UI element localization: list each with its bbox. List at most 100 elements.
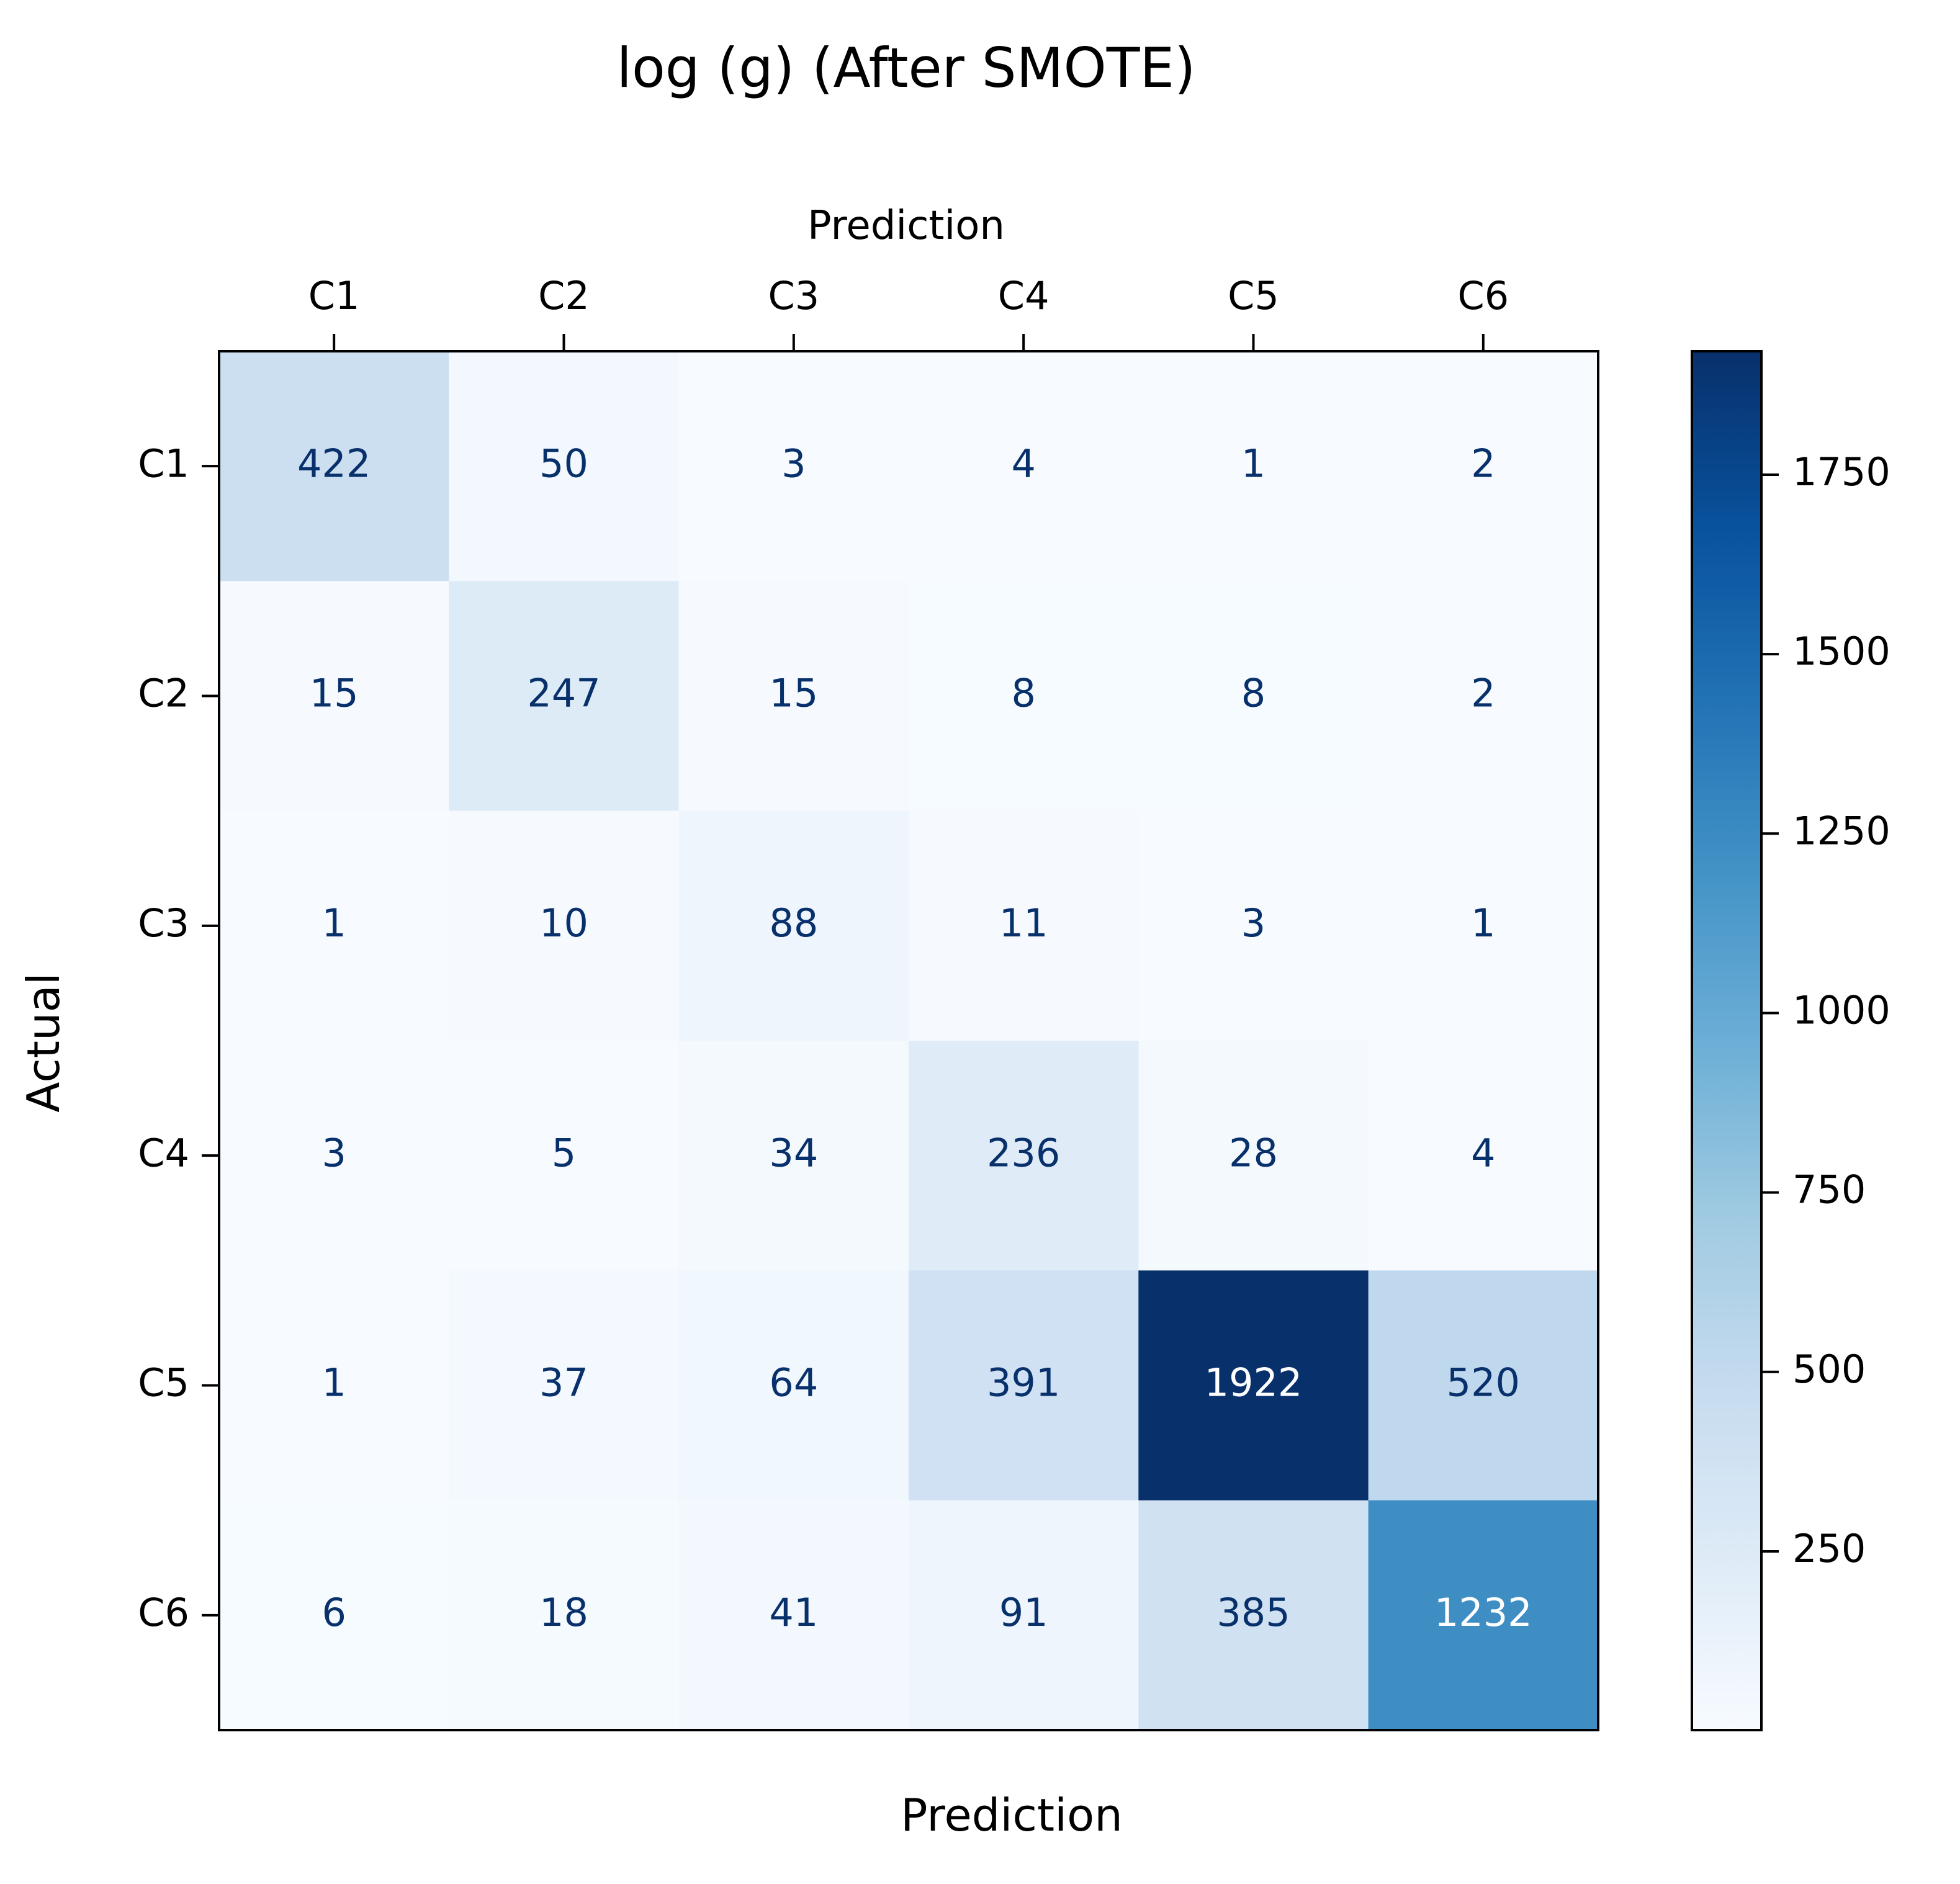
cell-value-c3-c3: 88 (769, 900, 818, 946)
cell-value-c3-c4: 11 (999, 900, 1048, 946)
x-axis-label-top: Prediction (807, 203, 1005, 249)
heatmap-cell-c5-c3 (678, 1270, 909, 1501)
cell-value-c6-c2: 18 (539, 1590, 588, 1635)
cell-value-c5-c3: 64 (769, 1360, 818, 1406)
heatmap-cell-c3-c1 (219, 810, 449, 1041)
heatmap-cell-c2-c3 (678, 581, 909, 812)
cell-value-c4-c4: 236 (987, 1130, 1060, 1175)
cell-value-c2-c2: 247 (527, 671, 600, 716)
chart-title: log (g) (After SMOTE) (617, 36, 1196, 100)
cell-value-c4-c1: 3 (321, 1130, 346, 1175)
heatmap-cell-c1-c2 (449, 351, 680, 581)
cell-value-c2-c1: 15 (310, 671, 359, 716)
cell-value-c6-c1: 6 (321, 1590, 346, 1635)
colorbar-tick-label-1750: 1750 (1792, 449, 1890, 495)
y-axis-label: Actual (17, 972, 70, 1113)
y-tick-label-c5: C5 (138, 1360, 189, 1406)
heatmap-cell-c4-c3 (678, 1041, 909, 1271)
cell-value-c3-c5: 3 (1241, 900, 1265, 946)
cell-value-c4-c3: 34 (769, 1130, 818, 1175)
colorbar-tick-label-1250: 1250 (1792, 808, 1890, 853)
heatmap-cell-c6-c4 (909, 1500, 1139, 1731)
plot-frame (218, 350, 1599, 1731)
cell-value-c2-c5: 8 (1241, 671, 1265, 716)
cell-value-c2-c3: 15 (769, 671, 818, 716)
heatmap-cell-c3-c2 (449, 810, 680, 1041)
heatmap-cell-c5-c1 (219, 1270, 449, 1501)
colorbar-ticks: 250 500 750 1000 1250 1500 1750 (1761, 449, 1890, 1571)
x-tick-label-c3: C3 (768, 273, 819, 318)
cell-value-c5-c6: 520 (1447, 1360, 1520, 1406)
y-tick-label-c3: C3 (138, 900, 189, 946)
cell-value-c1-c5: 1 (1241, 441, 1265, 486)
heatmap-cell-c6-c3 (678, 1500, 909, 1731)
heatmap-cell-c1-c5 (1138, 351, 1369, 581)
colorbar-tick-label-750: 750 (1792, 1167, 1866, 1213)
colorbar-tick-label-1000: 1000 (1792, 988, 1890, 1033)
cell-value-c6-c3: 41 (769, 1590, 818, 1635)
cell-value-c1-c4: 4 (1011, 441, 1035, 486)
cell-value-c1-c6: 2 (1471, 441, 1495, 486)
heatmap-cell-c4-c1 (219, 1041, 449, 1271)
heatmap-cell-c6-c6 (1368, 1500, 1599, 1731)
heatmap-cell-c4-c6 (1368, 1041, 1599, 1271)
cell-value-c5-c5: 1922 (1205, 1360, 1303, 1406)
y-tick-label-c4: C4 (138, 1130, 189, 1175)
heatmap-cell-c5-c6 (1368, 1270, 1599, 1501)
x-axis-label-bottom: Prediction (901, 1789, 1123, 1841)
heatmap-cell-c2-c2 (449, 581, 680, 812)
cell-value-c4-c6: 4 (1471, 1130, 1495, 1175)
cell-value-c1-c3: 3 (781, 441, 806, 486)
cell-value-c1-c1: 422 (297, 441, 371, 486)
heatmap-cell-c5-c2 (449, 1270, 680, 1501)
x-tick-label-c2: C2 (538, 273, 590, 318)
x-tick-label-c4: C4 (998, 273, 1050, 318)
colorbar (1691, 350, 1763, 1731)
cell-value-c3-c6: 1 (1471, 900, 1495, 946)
cell-value-c6-c4: 91 (999, 1590, 1048, 1635)
heatmap-cell-c2-c1 (219, 581, 449, 812)
heatmap-cell-c2-c4 (909, 581, 1139, 812)
heatmap-cell-c5-c5 (1138, 1270, 1369, 1501)
cell-value-c5-c2: 37 (539, 1360, 588, 1406)
cell-value-c2-c6: 2 (1471, 671, 1495, 716)
y-tick-label-c1: C1 (138, 441, 189, 486)
cell-value-c5-c1: 1 (321, 1360, 346, 1406)
heatmap-cell-c3-c5 (1138, 810, 1369, 1041)
y-tick-label-c2: C2 (138, 671, 189, 716)
heatmap-cell-c3-c3 (678, 810, 909, 1041)
cell-value-c6-c5: 385 (1216, 1590, 1290, 1635)
cell-value-c2-c4: 8 (1011, 671, 1035, 716)
heatmap-cell-c3-c4 (909, 810, 1139, 1041)
heatmap-cell-c6-c2 (449, 1500, 680, 1731)
cell-value-c6-c6: 1232 (1434, 1590, 1532, 1635)
heatmap-cell-c1-c1 (219, 351, 449, 581)
cell-value-c4-c2: 5 (552, 1130, 576, 1175)
heatmap-cell-c1-c6 (1368, 351, 1599, 581)
heatmap-cell-c1-c3 (678, 351, 909, 581)
cell-value-c1-c2: 50 (539, 441, 588, 486)
colorbar-tick-label-500: 500 (1792, 1347, 1866, 1392)
y-axis-ticks: C1 C2 C3 C4 C5 C6 (138, 441, 219, 1635)
x-tick-label-c1: C1 (308, 273, 360, 318)
heatmap-cell-c6-c1 (219, 1500, 449, 1731)
heatmap-cell-c4-c2 (449, 1041, 680, 1271)
x-axis-ticks: C1 C2 C3 C4 C5 C6 (308, 273, 1509, 351)
heatmap-cell-c4-c5 (1138, 1041, 1369, 1271)
heatmap-cells (219, 351, 1599, 1731)
colorbar-tick-label-1500: 1500 (1792, 629, 1890, 674)
heatmap-cell-c6-c5 (1138, 1500, 1369, 1731)
x-tick-label-c6: C6 (1457, 273, 1509, 318)
heatmap-cell-c1-c4 (909, 351, 1139, 581)
heatmap-cell-c5-c4 (909, 1270, 1139, 1501)
cell-value-c3-c2: 10 (539, 900, 588, 946)
heatmap-cell-c2-c6 (1368, 581, 1599, 812)
colorbar-tick-label-250: 250 (1792, 1526, 1866, 1571)
cell-value-c3-c1: 1 (321, 900, 346, 946)
cell-value-c4-c5: 28 (1229, 1130, 1278, 1175)
heatmap-cell-c3-c6 (1368, 810, 1599, 1041)
y-tick-label-c6: C6 (138, 1590, 189, 1635)
heatmap-cell-c2-c5 (1138, 581, 1369, 812)
cell-value-c5-c4: 391 (987, 1360, 1060, 1406)
